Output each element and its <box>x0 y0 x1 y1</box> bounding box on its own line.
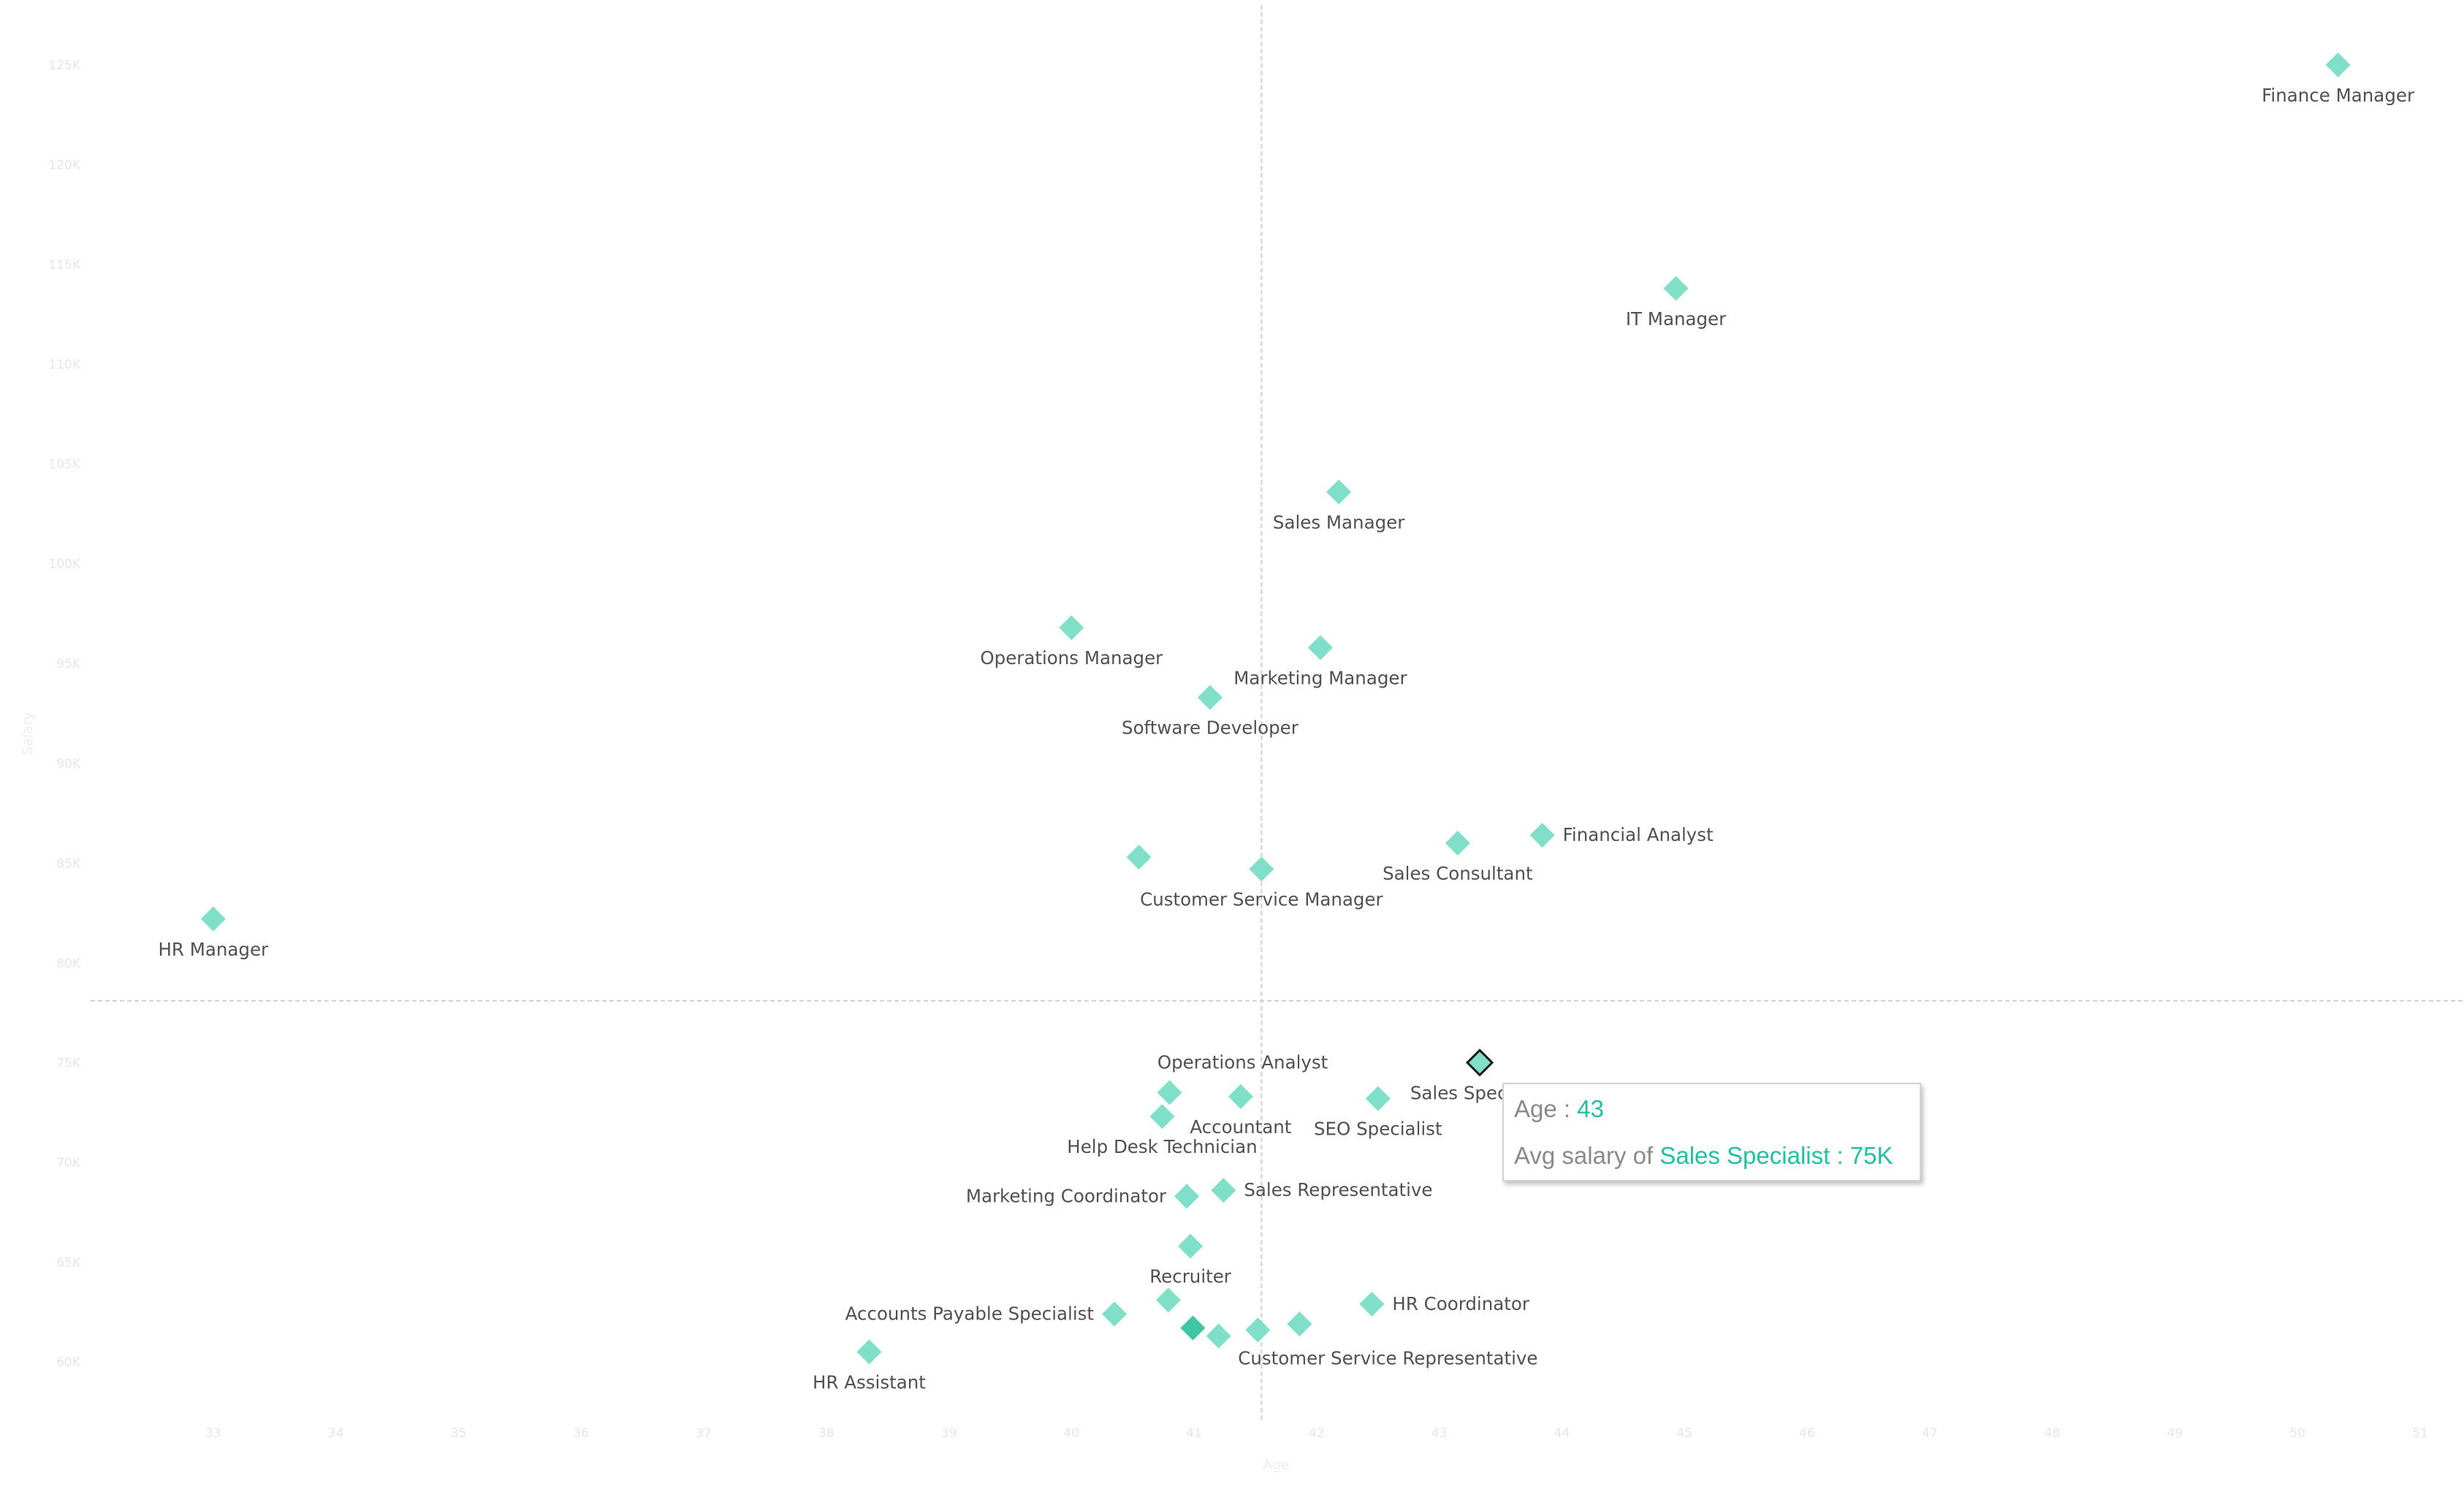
data-point <box>1180 1315 1206 1341</box>
data-point-label: HR Manager <box>158 939 269 960</box>
data-point-label: Recruiter <box>1149 1266 1232 1287</box>
x-tick-label: 38 <box>818 1426 834 1441</box>
x-tick-label: 48 <box>2045 1426 2061 1441</box>
y-tick-label: 120K <box>48 158 80 172</box>
x-tick-label: 43 <box>1431 1426 1448 1441</box>
data-point-label: Marketing Manager <box>1233 667 1407 688</box>
x-tick-label: 34 <box>328 1426 344 1441</box>
data-point-label: SEO Specialist <box>1314 1119 1442 1140</box>
y-tick-label: 115K <box>48 258 80 273</box>
data-point-label: Sales Manager <box>1273 511 1405 533</box>
x-tick-label: 45 <box>1676 1426 1692 1441</box>
x-tick-label: 33 <box>205 1426 221 1441</box>
data-point-label: HR Coordinator <box>1392 1293 1529 1314</box>
y-tick-label: 60K <box>56 1355 81 1370</box>
data-point <box>1174 1184 1200 1209</box>
data-point <box>1529 823 1555 848</box>
x-tick-label: 49 <box>2167 1426 2183 1441</box>
y-tick-label: 90K <box>56 757 81 772</box>
tooltip: Age : 43 Avg salary of Sales Specialist … <box>1502 1083 1921 1181</box>
data-point <box>1228 1084 1253 1109</box>
data-point <box>1157 1080 1182 1105</box>
data-point-label: Customer Service Manager <box>1140 889 1383 910</box>
data-point <box>2325 52 2351 77</box>
x-tick-label: 42 <box>1309 1426 1325 1441</box>
tooltip-age-value: 43 <box>1577 1095 1604 1122</box>
y-tick-label: 85K <box>56 856 81 871</box>
y-tick-label: 75K <box>56 1056 81 1070</box>
data-point <box>1149 1104 1175 1130</box>
tooltip-salary-row: Avg salary of Sales Specialist : 75K <box>1514 1141 1920 1188</box>
data-point-label: Accounts Payable Specialist <box>845 1303 1095 1325</box>
data-point <box>1211 1178 1236 1203</box>
x-tick-label: 39 <box>941 1426 957 1441</box>
data-point-label: Customer Service Representative <box>1238 1347 1537 1368</box>
data-point <box>1245 1317 1271 1343</box>
y-tick-label: 65K <box>56 1256 81 1271</box>
tooltip-age-row: Age : 43 <box>1514 1094 1920 1141</box>
y-tick-label: 110K <box>48 358 80 373</box>
y-tick-label: 70K <box>56 1156 81 1170</box>
data-point <box>1206 1323 1231 1349</box>
data-point <box>1465 1048 1494 1077</box>
data-point <box>1197 685 1223 710</box>
data-point-label: IT Manager <box>1626 308 1727 330</box>
data-point-label: Help Desk Technician <box>1067 1136 1257 1157</box>
data-point-label: Sales Consultant <box>1383 863 1533 884</box>
data-point <box>1445 831 1470 856</box>
data-point <box>1359 1291 1385 1317</box>
data-point <box>1102 1301 1128 1327</box>
data-point <box>1126 845 1152 870</box>
data-point <box>1365 1086 1391 1111</box>
x-tick-label: 37 <box>696 1426 712 1441</box>
x-axis-title: Age <box>1263 1457 1290 1473</box>
data-point-label: HR Assistant <box>813 1371 926 1393</box>
y-tick-label: 95K <box>56 657 81 671</box>
x-tick-label: 40 <box>1063 1426 1079 1441</box>
data-point <box>200 906 226 932</box>
y-tick-label: 100K <box>48 557 80 572</box>
data-point <box>1663 275 1689 301</box>
tooltip-age-label: Age : <box>1514 1095 1571 1122</box>
y-tick-label: 125K <box>48 58 80 73</box>
y-tick-label: 80K <box>56 956 81 971</box>
data-point <box>1178 1233 1204 1259</box>
x-tick-label: 46 <box>1799 1426 1815 1441</box>
y-axis-title: Salary <box>20 712 36 755</box>
data-point <box>856 1339 882 1365</box>
data-point <box>1326 479 1352 505</box>
data-point-label: Sales Representative <box>1244 1179 1432 1200</box>
tooltip-salary-value: Sales Specialist : 75K <box>1659 1142 1893 1169</box>
x-tick-label: 50 <box>2289 1426 2305 1441</box>
x-tick-label: 36 <box>573 1426 589 1441</box>
data-point-label: Marketing Coordinator <box>966 1185 1167 1206</box>
data-point <box>1249 856 1274 882</box>
data-point <box>1155 1287 1181 1313</box>
x-tick-label: 41 <box>1186 1426 1202 1441</box>
x-tick-label: 35 <box>451 1426 467 1441</box>
x-tick-label: 44 <box>1554 1426 1570 1441</box>
data-point-label: Accountant <box>1190 1116 1291 1138</box>
data-point-label: Software Developer <box>1122 717 1299 739</box>
x-tick-label: 51 <box>2412 1426 2428 1441</box>
data-point-label: Operations Analyst <box>1157 1051 1328 1073</box>
x-tick-label: 47 <box>1922 1426 1938 1441</box>
data-point-label: Finance Manager <box>2262 85 2415 106</box>
tooltip-salary-label: Avg salary of <box>1514 1142 1654 1169</box>
data-point-label: Operations Manager <box>980 647 1163 669</box>
data-point <box>1307 635 1333 660</box>
data-point-label: Financial Analyst <box>1563 824 1714 845</box>
data-point <box>1287 1311 1312 1337</box>
data-point <box>1059 615 1084 641</box>
y-tick-label: 105K <box>48 457 80 472</box>
